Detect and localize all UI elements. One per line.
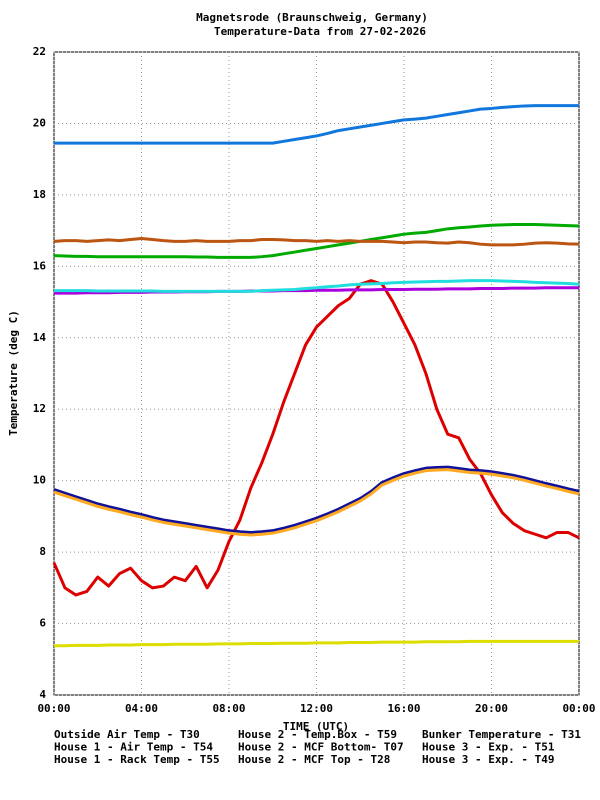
y-tick-label: 16 [33,259,47,272]
y-axis-label: Temperature (deg C) [7,310,20,436]
legend-entry: Bunker Temperature - T31 [422,728,581,741]
chart-title: Magnetsrode (Braunschweig, Germany) [196,11,428,24]
x-axis-label: TIME (UTC) [283,720,349,733]
y-tick-label: 20 [33,116,46,129]
y-tick-label: 18 [33,188,46,201]
series-line [54,104,579,145]
y-tick-label: 14 [33,331,47,344]
series-line [53,236,580,247]
x-tick-label: 12:00 [300,702,333,715]
y-tick-label: 12 [33,402,46,415]
legend-entry: House 2 - MCF Top - T28 [238,753,390,766]
x-tick-label: 04:00 [125,702,158,715]
series-line [54,279,580,293]
legend-entry: House 3 - Exp. - T51 [422,741,555,754]
x-tick-label: 16:00 [387,702,420,715]
x-tick-label: 00:00 [37,702,70,715]
x-tick-label: 00:00 [562,702,595,715]
series-line [52,279,580,597]
legend-entry: House 3 - Exp. - T49 [422,753,554,766]
y-tick-label: 4 [39,688,46,701]
legend-entry: House 2 - Temp.Box - T59 [238,728,397,741]
series-line [53,465,580,534]
legend-entry: House 2 - MCF Bottom- T07 [238,741,404,754]
legend-entry: House 1 - Rack Temp - T55 [54,753,220,766]
y-tick-label: 10 [33,474,46,487]
x-tick-label: 08:00 [212,702,245,715]
x-tick-label: 20:00 [475,702,508,715]
series-line [53,223,580,259]
legend-entry: Outside Air Temp - T30 [54,728,200,741]
series-line [54,639,579,648]
legend-entry: House 1 - Air Temp - T54 [54,741,213,754]
chart-subtitle: Temperature-Data from 27-02-2026 [214,25,426,38]
series-line [53,468,580,537]
y-tick-label: 8 [39,545,46,558]
y-tick-label: 6 [39,617,46,630]
y-tick-label: 22 [33,45,46,58]
